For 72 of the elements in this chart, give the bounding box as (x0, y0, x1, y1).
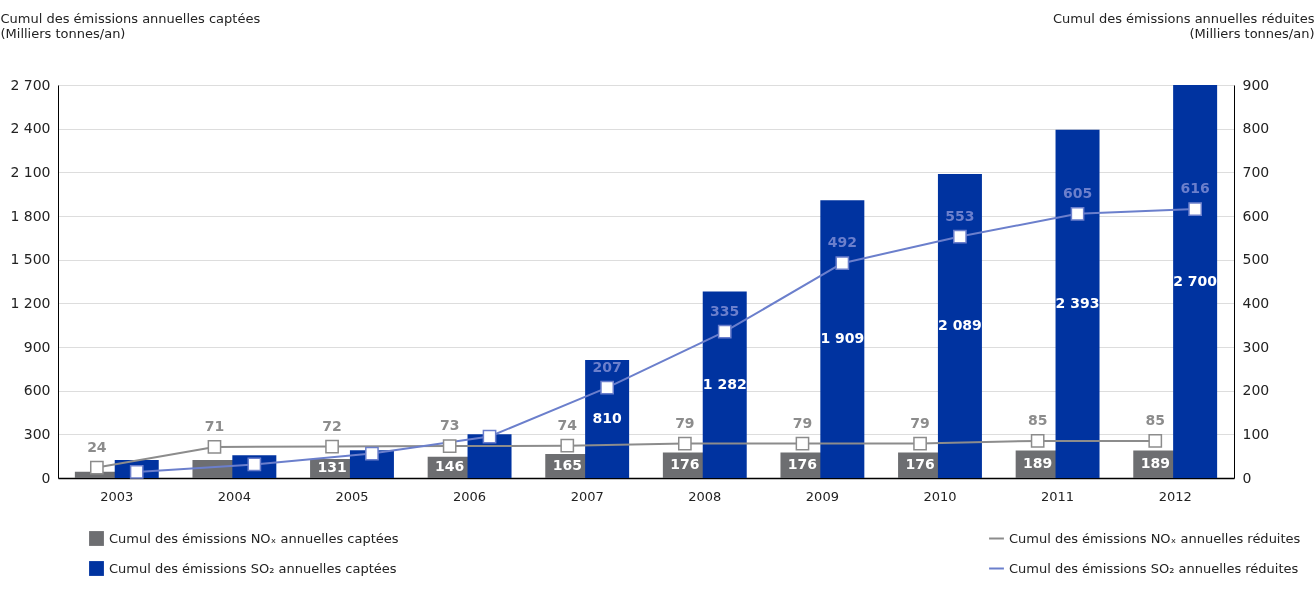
y-tick-label: 0 (41, 469, 51, 486)
data-label: 335 (710, 302, 740, 319)
x-tick-label: 2011 (1041, 488, 1075, 504)
y-tick-label: 600 (23, 382, 51, 399)
data-label: 189 (1023, 455, 1053, 472)
y2-tick-label: 500 (1242, 251, 1270, 268)
data-label: 176 (905, 456, 935, 473)
bar (702, 291, 747, 478)
y2-tick-label: 200 (1242, 382, 1270, 399)
y-axis-title: Cumul des émissions annuelles captées (Milliers tonnes/an) (0, 10, 261, 41)
y-tick-label: 1 800 (10, 207, 51, 224)
x-tick-label: 2007 (570, 488, 604, 504)
data-label: 2 393 (1055, 294, 1100, 311)
data-label: 207 (592, 358, 622, 375)
data-label: 1 909 (820, 330, 865, 347)
x-tick-label: 2005 (335, 488, 369, 504)
data-label: 810 (592, 410, 622, 427)
data-label: 85 (1027, 411, 1048, 428)
bar (1055, 129, 1100, 478)
data-label: 85 (1145, 411, 1166, 428)
y-tick-label: 900 (23, 338, 51, 355)
y2-tick-label: 400 (1242, 294, 1270, 311)
y-tick-label: 2 700 (10, 76, 51, 93)
data-label: 616 (1180, 180, 1210, 197)
x-tick-label: 2008 (688, 488, 722, 504)
data-label: 131 (317, 459, 347, 476)
x-tick-label: 2004 (217, 488, 251, 504)
data-label: 146 (435, 458, 465, 475)
y2-tick-label: 800 (1242, 120, 1270, 137)
data-label: 79 (675, 414, 695, 431)
y2-axis-title: Cumul des émissions annuelles réduites (Milliers tonnes/an) (1053, 10, 1315, 41)
legend-label: Cumul des émissions SO₂ annuelles captées (109, 560, 397, 576)
legend-label: Cumul des émissions NOₓ annuelles réduites (1009, 530, 1301, 546)
x-tick-label: 2012 (1158, 488, 1192, 504)
data-label: 72 (322, 417, 342, 434)
bar (585, 360, 630, 478)
y2-tick-label: 0 (1242, 469, 1252, 486)
data-label: 24 (87, 438, 107, 455)
y-tick-label: 1 500 (10, 251, 51, 268)
y2-tick-label: 900 (1242, 76, 1270, 93)
x-tick-label: 2009 (805, 488, 839, 504)
x-tick-label: 2003 (100, 488, 134, 504)
bar (937, 173, 982, 478)
data-label: 79 (910, 414, 930, 431)
data-label: 165 (552, 456, 582, 473)
data-label: 2 700 (1173, 272, 1218, 289)
data-label: 553 (945, 207, 975, 224)
data-label: 1 282 (702, 375, 747, 392)
y2-tick-label: 700 (1242, 163, 1270, 180)
y-tick-label: 1 200 (10, 294, 51, 311)
legend-label: Cumul des émissions SO₂ annuelles réduites (1009, 560, 1299, 576)
y-tick-label: 2 100 (10, 163, 51, 180)
y2-tick-label: 100 (1242, 425, 1270, 442)
data-label: 176 (670, 456, 700, 473)
bar (1173, 85, 1218, 478)
y-tick-label: 300 (23, 425, 51, 442)
data-label: 2 089 (938, 316, 982, 333)
x-tick-label: 2010 (923, 488, 957, 504)
data-label: 79 (792, 414, 813, 431)
data-label: 74 (557, 416, 578, 433)
data-label: 73 (439, 417, 460, 434)
data-label: 605 (1062, 184, 1093, 201)
data-label: 189 (1140, 455, 1170, 472)
bar (820, 200, 865, 478)
data-label: 176 (787, 456, 818, 473)
y2-tick-label: 600 (1242, 207, 1270, 224)
x-tick-label: 2006 (453, 488, 487, 504)
y-tick-label: 2 400 (10, 120, 51, 137)
legend-label: Cumul des émissions NOₓ annuelles captées (109, 530, 399, 546)
data-label: 492 (827, 234, 857, 251)
y2-tick-label: 300 (1242, 338, 1270, 355)
data-label: 71 (204, 418, 225, 434)
